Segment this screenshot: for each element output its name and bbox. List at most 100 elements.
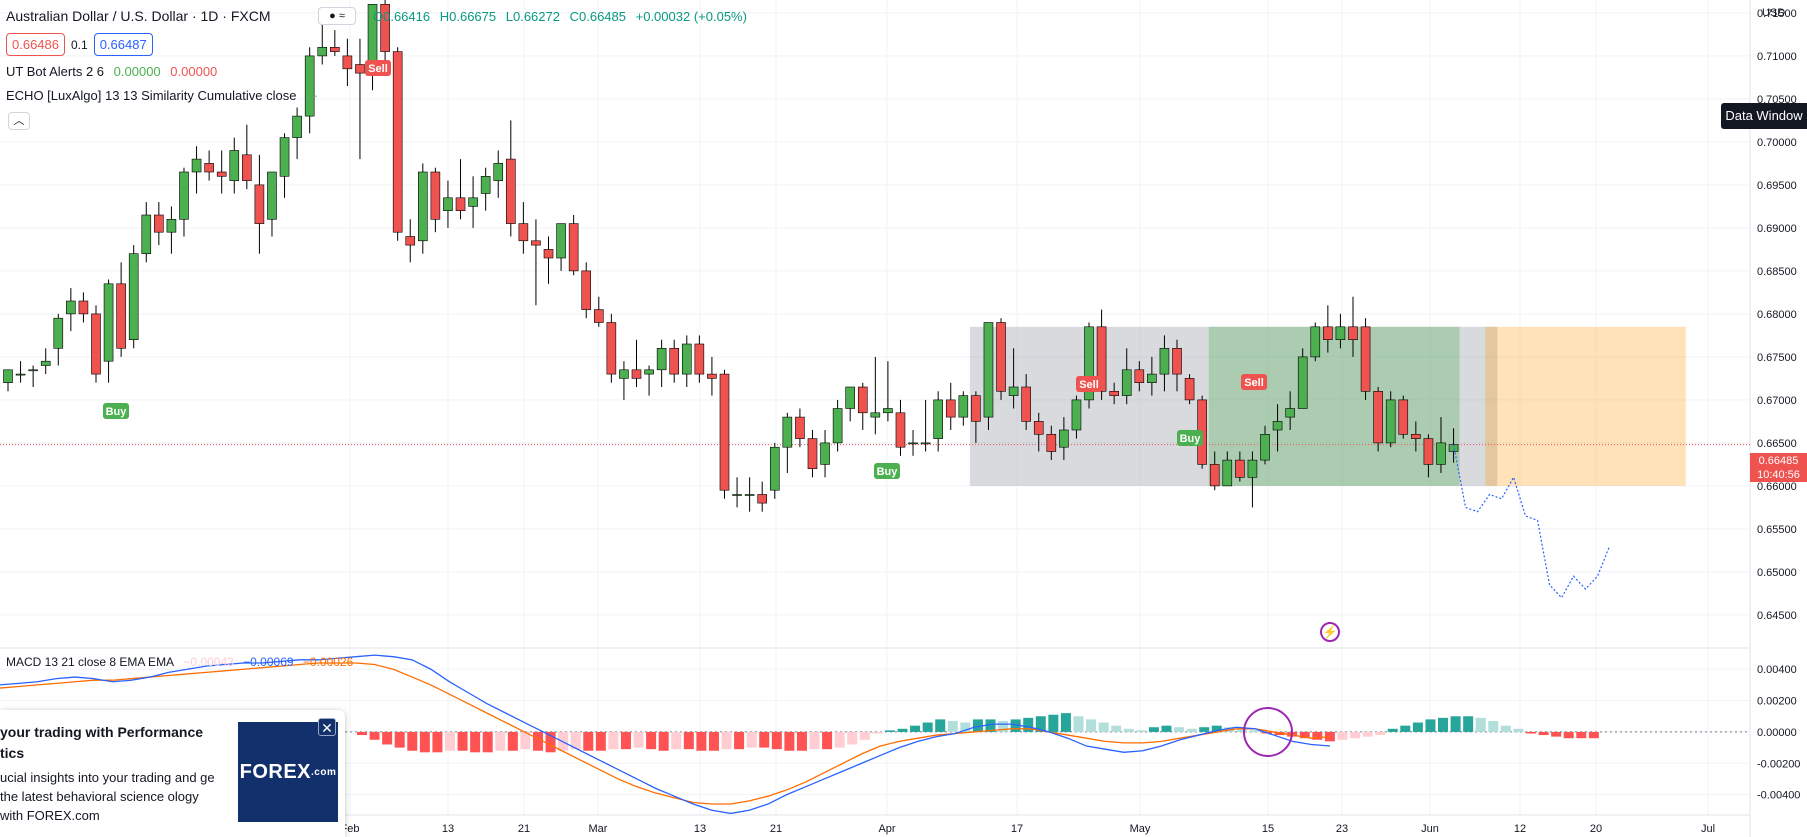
macd-histogram-bar: [419, 731, 430, 753]
close-icon[interactable]: ✕: [318, 718, 336, 736]
candle-body: [53, 317, 64, 349]
candle-body: [380, 4, 390, 52]
ut-bot-value-2: 0.00000: [170, 64, 218, 79]
candle-body: [292, 115, 302, 138]
signal-tag-bg: [874, 463, 900, 479]
price-tick-label: 0.66000: [1757, 481, 1797, 493]
signal-tag-bg: [365, 60, 391, 76]
candle-body: [229, 150, 240, 181]
promo-title: your trading with Performance tics: [0, 724, 204, 761]
price-tick-label: 0.67500: [1757, 352, 1797, 364]
candle-body: [3, 369, 13, 383]
macd-histogram-bar: [470, 731, 481, 753]
candle-body: [342, 55, 353, 70]
macd-histogram-bar: [432, 731, 443, 753]
macd-histogram-bar: [382, 731, 393, 745]
macd-histogram-bar: [884, 730, 895, 732]
macd-histogram-bar: [1086, 719, 1097, 732]
candle-body: [1033, 421, 1044, 435]
candle-body: [1159, 347, 1170, 375]
currency-label[interactable]: USD: [1762, 7, 1786, 19]
candle-body: [870, 412, 881, 418]
candle-body: [505, 158, 516, 224]
candle-body: [1385, 399, 1396, 444]
sell-price-button[interactable]: 0.66486: [6, 33, 65, 56]
ut-bot-legend[interactable]: UT Bot Alerts 2 6 0.00000 0.00000: [6, 64, 223, 79]
signal-tag-label: Sell: [1079, 379, 1099, 391]
candle-body: [304, 55, 315, 117]
logo-text: FOREX: [239, 760, 312, 783]
signal-tag-buy: Buy: [1177, 430, 1203, 446]
candle-body: [1147, 373, 1157, 384]
candle-body: [732, 494, 742, 496]
candle-body: [1423, 438, 1434, 465]
macd-histogram-bar: [935, 719, 946, 732]
echo-legend[interactable]: ECHO [LuxAlgo] 13 13 Similarity Cumulati…: [6, 88, 324, 103]
macd-signal-value: −0.00026: [302, 655, 354, 669]
macd-histogram-bar: [1299, 731, 1310, 739]
macd-histogram-bar: [1148, 727, 1159, 732]
candle-body: [317, 46, 328, 57]
signal-tag-bg: [103, 403, 129, 419]
candle-body: [1046, 433, 1057, 452]
macd-histogram-bar: [1186, 728, 1197, 732]
time-tick-label: Apr: [878, 823, 895, 835]
macd-cross-marker: [1243, 707, 1293, 757]
price-tick-label: 0.67000: [1757, 395, 1797, 407]
macd-histogram-bar: [1438, 717, 1449, 732]
zone-orange: [1485, 326, 1686, 486]
macd-histogram-bar: [1023, 717, 1034, 732]
candle-body: [983, 322, 994, 418]
symbol-title[interactable]: Australian Dollar / U.S. Dollar · 1D · F…: [6, 8, 277, 24]
macd-histogram-bar: [545, 731, 556, 753]
candle-body: [254, 184, 265, 224]
macd-legend[interactable]: MACD 13 21 close 8 EMA EMA −0.00043 −0.0…: [6, 655, 359, 669]
macd-histogram-bar: [633, 731, 644, 748]
macd-histogram-bar: [1488, 720, 1499, 732]
candle-body: [1209, 464, 1220, 487]
macd-histogram-bar: [1526, 731, 1537, 734]
candle-body: [103, 283, 114, 362]
macd-tick-label: -0.00400: [1757, 790, 1800, 802]
candle-body: [78, 300, 89, 315]
candle-body: [606, 322, 617, 375]
macd-histogram-bar: [1538, 731, 1549, 736]
candle-body: [1071, 399, 1082, 431]
candle-body: [430, 171, 441, 220]
price-tick-label: 0.70500: [1757, 94, 1797, 106]
candle-body: [1335, 326, 1346, 340]
promo-popup: your trading with Performance tics ucial…: [0, 710, 345, 837]
lightning-icon[interactable]: ⚡: [1320, 622, 1340, 642]
candle-body: [1172, 347, 1182, 375]
signal-tag-label: Buy: [106, 406, 128, 418]
candle-body: [405, 236, 416, 246]
data-window-button[interactable]: Data Window: [1721, 103, 1807, 129]
macd-histogram-bar: [834, 731, 845, 748]
price-tick-label: 0.65500: [1757, 524, 1797, 536]
macd-histogram-bar: [696, 731, 707, 751]
chevron-up-icon[interactable]: ︿: [8, 112, 30, 130]
macd-histogram-bar: [357, 731, 367, 736]
macd-line: [0, 654, 1331, 815]
forex-logo[interactable]: FOREX .com: [238, 722, 338, 822]
candle-body: [204, 163, 214, 173]
macd-histogram-bar: [1098, 722, 1109, 732]
buy-price-button[interactable]: 0.66487: [93, 33, 153, 56]
last-price-value: 0.66485: [1758, 455, 1799, 467]
candle-body: [355, 64, 365, 74]
market-status-icon[interactable]: ● ≈: [318, 7, 356, 25]
time-tick-label: 13: [694, 823, 706, 835]
candle-body: [820, 442, 830, 465]
candle-body: [1260, 433, 1270, 461]
macd-histogram-bar: [1060, 713, 1071, 732]
candle-body: [91, 313, 101, 375]
open-value: O0.66416: [373, 9, 431, 24]
candle-body: [1134, 369, 1145, 383]
macd-histogram-bar: [1576, 731, 1587, 739]
macd-signal-line: [0, 662, 1331, 805]
macd-tick-label: 0.00400: [1757, 664, 1797, 676]
price-tick-label: 0.68000: [1757, 309, 1797, 321]
candle-body: [418, 171, 428, 242]
candle-body: [1360, 326, 1371, 392]
